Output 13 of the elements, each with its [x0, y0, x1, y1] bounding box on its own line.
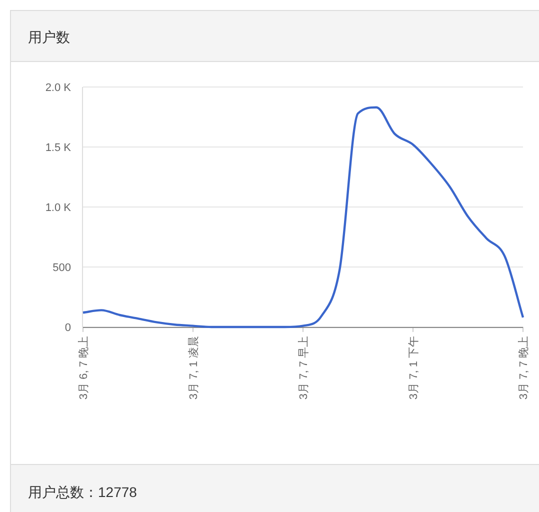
y-tick-label: 0	[64, 322, 71, 334]
x-tick-label: 3月 7, 7 早上	[297, 336, 310, 400]
x-tick-label: 3月 6, 7 晚上	[77, 336, 90, 400]
line-series	[82, 106, 524, 328]
chart-title: 用户数	[28, 29, 70, 45]
text: 用户总数：12778	[28, 484, 138, 500]
x-tick-label: 3月 7, 1 凌晨	[187, 336, 200, 400]
y-tick-label: 1.0 K	[45, 202, 72, 214]
y-tick-label: 1.5 K	[45, 142, 72, 154]
x-tick-label: 3月 7, 1 下午	[408, 336, 420, 400]
y-tick-label: 2.0 K	[45, 82, 72, 94]
y-tick-label: 500	[52, 262, 71, 274]
x-tick-label: 3月 7, 7 晚上	[517, 336, 530, 400]
